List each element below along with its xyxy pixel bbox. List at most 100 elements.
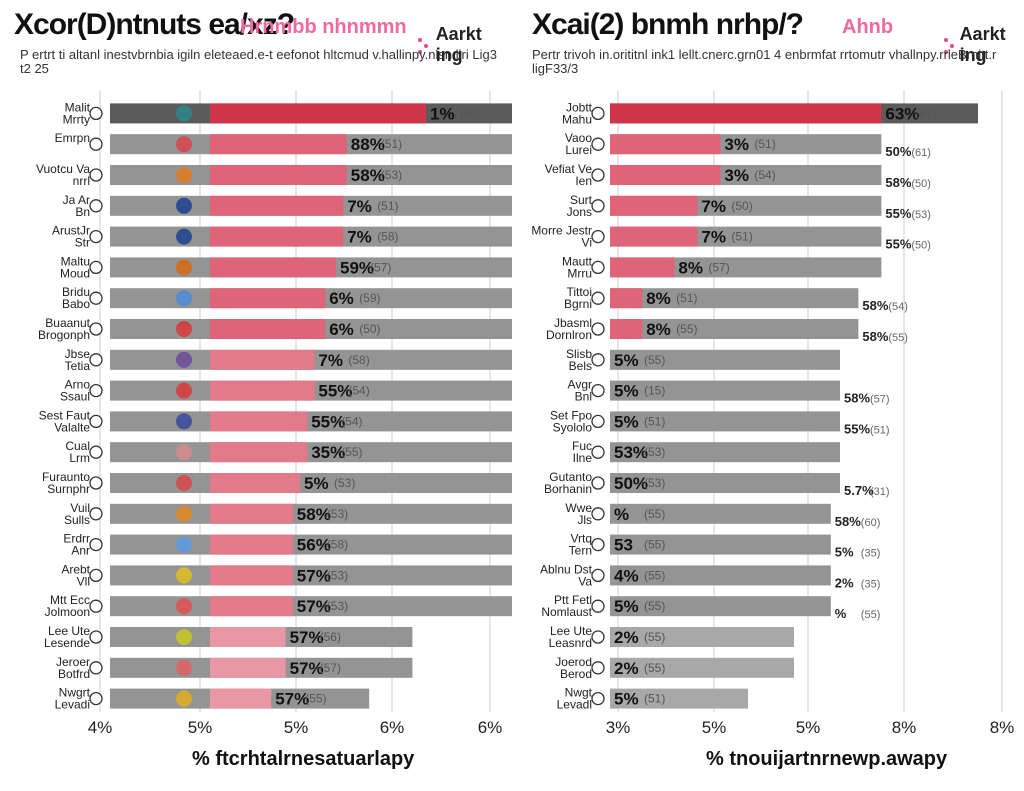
background-bar: [610, 657, 794, 678]
team-badge: [176, 567, 192, 584]
background-bar: [610, 288, 859, 309]
left-chart-panel: Xcor(D)ntnuts ea/xz? Hrnmbb nhnmmn Aarkt…: [14, 8, 512, 770]
secondary-count-label: (35): [861, 578, 881, 590]
category-label: Ablnu Dst Va: [540, 562, 593, 588]
category-label: Vuotcu Va nrrl: [36, 162, 90, 188]
chart-subtitle: Pertr trivoh in.orititnl ink1 lellt.cner…: [532, 47, 997, 76]
team-badge: [176, 321, 192, 337]
category-label: Ptt Fetl Nomlaust: [541, 593, 592, 619]
value-label: 59%: [340, 258, 374, 277]
category-label: Gutanto Borhanin: [544, 470, 592, 496]
count-label: (55): [305, 692, 326, 706]
row-icon: [89, 537, 103, 552]
row-icon: [591, 661, 605, 675]
value-label: 63%: [885, 104, 919, 123]
category-label: Mautt Mrru: [562, 254, 593, 280]
row-icon: [591, 537, 605, 552]
row-icon: [89, 199, 103, 213]
value-bar: [210, 657, 286, 678]
count-label: (53): [644, 476, 665, 490]
secondary-count-label: (55): [861, 609, 881, 621]
count-label: (55): [644, 599, 665, 613]
row-icon: [591, 630, 605, 644]
value-bar: [210, 349, 315, 370]
value-label: 55%: [311, 412, 345, 431]
row-icon: [591, 199, 605, 213]
row-icon: [89, 383, 103, 398]
count-label: (59): [460, 106, 481, 120]
x-tick-label: 5%: [796, 718, 821, 737]
value-label: 57%: [297, 597, 331, 616]
value-label: 7%: [701, 197, 726, 216]
count-label: (53): [334, 476, 355, 490]
background-bar: [610, 380, 840, 401]
value-bar: [210, 534, 293, 555]
count-label: (50): [359, 322, 380, 336]
count-label: (55): [341, 445, 362, 459]
row-icon: [591, 445, 605, 459]
team-badge: [176, 629, 192, 645]
secondary-value-label: 58%: [862, 298, 888, 313]
value-label: 6%: [329, 320, 354, 339]
row-icon: [89, 291, 103, 305]
value-label: 7%: [347, 228, 372, 247]
count-label: (51): [377, 199, 398, 213]
secondary-value-label: 5.7%: [844, 483, 874, 498]
category-label: Set Fpo Syololo: [550, 408, 592, 434]
value-bar: [210, 319, 326, 339]
team-badge: [176, 598, 192, 615]
count-label: (50): [731, 199, 752, 213]
team-badge: [176, 259, 192, 276]
count-label: (55): [644, 538, 665, 552]
secondary-value-label: 58%: [885, 175, 911, 190]
team-badge: [176, 105, 192, 122]
value-label: 5%: [304, 474, 329, 493]
category-label: Cual Lrm: [65, 439, 90, 465]
secondary-value-label: %: [835, 606, 847, 621]
value-bar: [210, 627, 286, 647]
value-label: 6%: [329, 289, 354, 308]
chart-title: Xcor(D)ntnuts ea/xz?: [14, 8, 295, 41]
row-icon: [591, 568, 605, 583]
x-tick-label: 8%: [892, 718, 917, 737]
row-icon: [591, 137, 605, 151]
secondary-count-label: (55): [888, 332, 908, 344]
category-label: Jbasml Dornlron: [546, 316, 592, 342]
row-icon: [591, 383, 605, 398]
value-bar: [210, 257, 336, 278]
background-bar: [610, 565, 831, 586]
secondary-count-label: (54): [888, 301, 908, 313]
secondary-count-label: (53): [911, 209, 931, 221]
category-label: Nwgrt Levadi: [55, 686, 91, 712]
count-label: (55): [644, 507, 665, 521]
bar-chart-left: 4% 5% 5% 6% 6%Malit Mrrty 1% (59)Emrpn 88%(51)Vu…: [36, 90, 512, 737]
brand-dots-icon: [942, 34, 954, 56]
row-icon: [591, 291, 605, 305]
category-label: Ja Ar Bn: [63, 193, 90, 219]
value-label: 4%: [614, 566, 639, 585]
count-label: (51): [731, 230, 752, 244]
count-label: (53): [327, 507, 348, 521]
count-label: (58): [327, 538, 348, 552]
value-bar: [210, 565, 293, 586]
team-badge: [176, 351, 192, 368]
team-badge: [176, 475, 192, 491]
category-label: Nwgt Levadl: [557, 686, 593, 712]
row-icon: [89, 414, 103, 429]
background-bar: [610, 473, 840, 493]
brand-logo: Aarkt ing: [416, 24, 512, 66]
secondary-count-label: (50): [911, 178, 931, 190]
count-label: (57): [320, 661, 341, 675]
secondary-value-label: 55%: [885, 206, 911, 221]
x-tick-label: 8%: [990, 718, 1015, 737]
count-label: (54): [754, 168, 775, 182]
team-badge: [176, 290, 192, 307]
value-bar: [210, 380, 315, 401]
background-bar: [610, 688, 748, 709]
background-bar: [610, 257, 882, 278]
x-axis-label: % ftcrhtalrnesatuarlapy: [192, 748, 415, 770]
secondary-value-label: 2%: [835, 575, 854, 590]
count-label: (55): [644, 568, 665, 582]
row-icon: [89, 168, 103, 182]
count-label: (54): [341, 414, 362, 428]
